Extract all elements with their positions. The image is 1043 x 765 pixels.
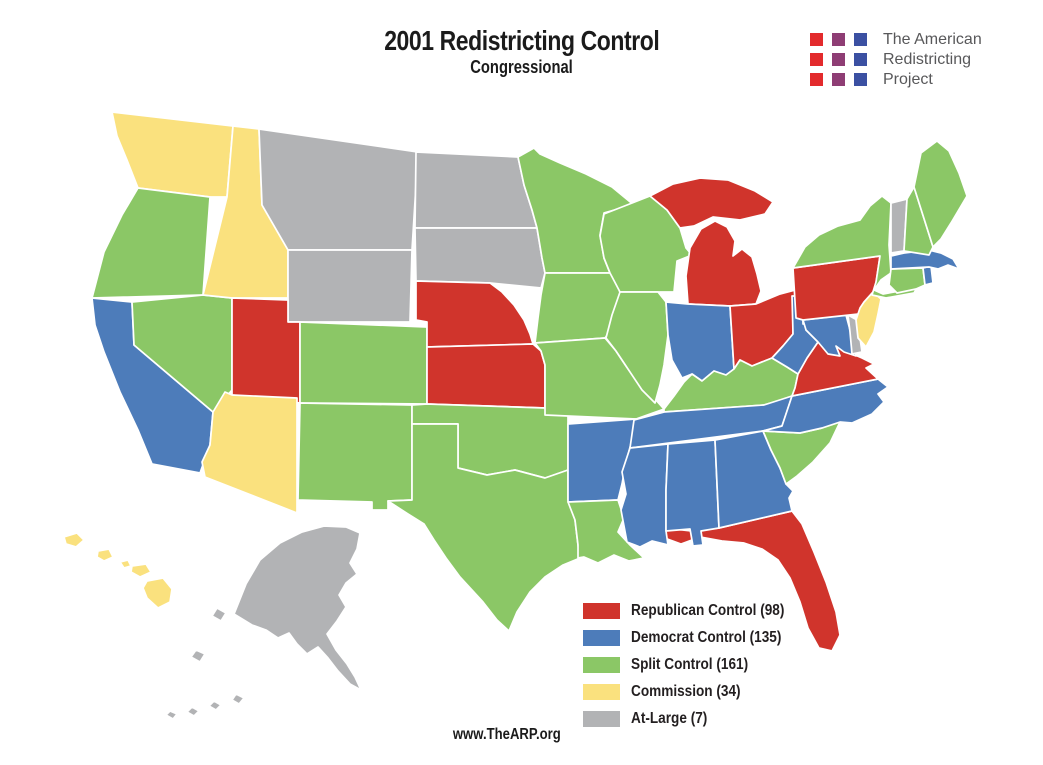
map-legend: Republican Control (98) Democrat Control …: [583, 597, 811, 732]
state-ks: Kansas: [426, 343, 546, 409]
state-ak: Alaska: [165, 525, 362, 720]
page-subtitle: Congressional: [0, 56, 1043, 78]
logo-square-icon: [810, 53, 823, 66]
state-al: Alabama: [665, 439, 720, 547]
legend-swatch-atlarge: [583, 710, 620, 727]
state-hi: Hawaii: [63, 532, 173, 609]
legend-label-atlarge: At-Large (7): [631, 709, 708, 727]
state-co: Colorado: [299, 321, 428, 405]
header: 2001 Redistricting Control Congressional: [0, 26, 1043, 78]
page-subtitle-text: Congressional: [470, 57, 573, 77]
state-fl: Florida: [661, 510, 841, 652]
page-title-text: 2001 Redistricting Control: [383, 25, 660, 56]
arp-logo-squares-icon: [810, 33, 867, 86]
state-nh: New Hampshire: [903, 186, 934, 256]
state-ct: Connecticut: [888, 267, 926, 294]
footer-url: www.TheARP.org: [427, 726, 587, 744]
legend-label-democrat: Democrat Control (135): [631, 628, 782, 646]
state-az: Arizona: [201, 391, 298, 514]
page-title: 2001 Redistricting Control: [0, 26, 1043, 56]
logo-square-icon: [810, 73, 823, 86]
arp-logo-line1: The American: [883, 31, 982, 48]
logo-square-icon: [832, 53, 845, 66]
arp-logo-line3: Project: [883, 71, 933, 88]
arp-logo-text: The American Redistricting Project: [883, 30, 982, 90]
state-me: Maine: [913, 140, 968, 248]
legend-row-democrat: Democrat Control (135): [583, 624, 811, 651]
state-ny: New York: [792, 195, 920, 299]
state-nm: New Mexico: [297, 402, 413, 511]
state-mi: Michigan: [649, 177, 774, 307]
arp-logo: The American Redistricting Project: [810, 30, 982, 90]
state-ms: Mississippi: [620, 443, 669, 548]
legend-swatch-democrat: [583, 629, 620, 646]
legend-swatch-republican: [583, 602, 620, 619]
legend-label-commission: Commission (34): [631, 682, 741, 700]
logo-square-icon: [854, 33, 867, 46]
legend-label-republican: Republican Control (98): [631, 601, 785, 619]
state-sd: South Dakota: [414, 227, 546, 289]
legend-row-commission: Commission (34): [583, 678, 811, 705]
legend-swatch-commission: [583, 683, 620, 700]
state-nc: North Carolina: [762, 378, 889, 434]
state-ne: Nebraska: [415, 280, 534, 348]
legend-swatch-split: [583, 656, 620, 673]
logo-square-icon: [854, 53, 867, 66]
logo-square-icon: [832, 73, 845, 86]
legend-row-split: Split Control (161): [583, 651, 811, 678]
legend-label-split: Split Control (161): [631, 655, 749, 673]
logo-square-icon: [832, 33, 845, 46]
logo-square-icon: [810, 33, 823, 46]
legend-row-republican: Republican Control (98): [583, 597, 811, 624]
state-mt: Montana: [258, 128, 419, 251]
logo-square-icon: [854, 73, 867, 86]
state-wy: Wyoming: [287, 249, 413, 323]
footer-url-text: www.TheARP.org: [453, 726, 561, 743]
arp-logo-line2: Redistricting: [883, 51, 972, 68]
legend-row-atlarge: At-Large (7): [583, 705, 811, 732]
state-tx: Texas: [387, 423, 581, 632]
state-ri: Rhode Island: [922, 265, 934, 286]
state-or: Oregon: [91, 187, 211, 299]
state-in: Indiana: [665, 301, 735, 382]
state-wa: Washington: [111, 111, 234, 198]
